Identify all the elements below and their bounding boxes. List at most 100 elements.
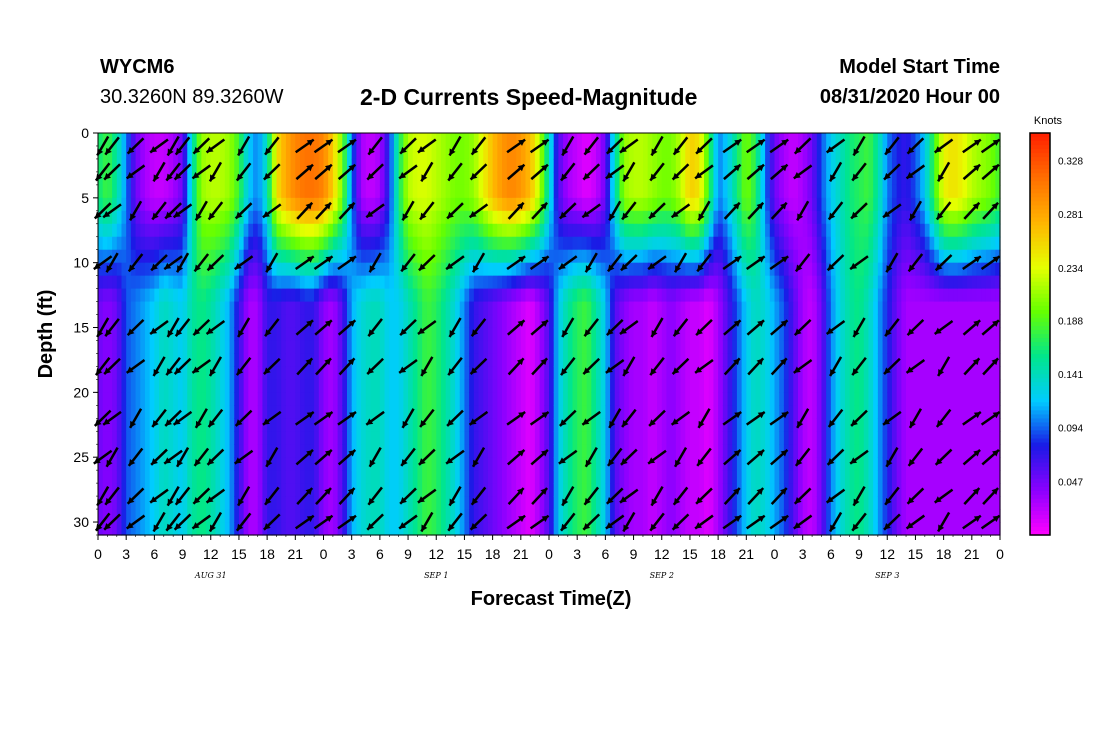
heat-cell: [647, 301, 653, 316]
heat-cell: [685, 301, 691, 316]
heat-cell: [760, 392, 766, 406]
heat-cell: [361, 133, 367, 147]
heat-cell: [182, 470, 188, 484]
heat-cell: [182, 496, 188, 510]
heat-cell: [821, 457, 827, 471]
heat-cell: [177, 236, 184, 251]
heat-cell: [459, 327, 466, 342]
heat-cell: [666, 418, 672, 432]
heat-cell: [661, 392, 668, 406]
heat-cell: [403, 223, 409, 238]
heat-cell: [332, 236, 339, 251]
heat-cell: [549, 171, 555, 186]
heat-cell: [201, 327, 207, 342]
heat-cell: [511, 392, 517, 406]
heat-cell: [628, 262, 635, 277]
heat-cell: [487, 301, 494, 316]
heat-cell: [455, 457, 461, 471]
heat-cell: [229, 509, 235, 523]
heat-cell: [201, 223, 207, 238]
heat-cell: [262, 418, 268, 432]
heat-cell: [830, 236, 837, 251]
heat-cell: [511, 444, 517, 458]
heat-cell: [779, 249, 785, 264]
heat-cell: [638, 431, 644, 445]
heat-cell: [412, 444, 419, 458]
heat-cell: [591, 275, 597, 290]
heat-cell: [516, 418, 522, 432]
heat-cell: [257, 366, 264, 380]
heat-cell: [318, 210, 325, 225]
heat-cell: [168, 223, 174, 238]
heat-cell: [802, 366, 808, 380]
heat-cell: [812, 301, 818, 316]
heat-cell: [788, 366, 794, 380]
heat-cell: [487, 405, 494, 419]
heat-cell: [370, 522, 376, 536]
heat-cell: [487, 496, 494, 510]
heat-cell: [384, 249, 390, 264]
heat-cell: [450, 249, 456, 264]
heat-cell: [788, 340, 794, 355]
heat-cell: [295, 249, 301, 264]
heat-cell: [704, 288, 710, 303]
heat-cell: [257, 509, 264, 523]
heat-cell: [544, 210, 550, 225]
heat-cell: [285, 379, 292, 393]
heat-cell: [281, 210, 287, 225]
heat-cell: [595, 314, 602, 329]
heat-cell: [549, 366, 555, 380]
heat-cell: [130, 379, 137, 393]
heat-cell: [666, 431, 672, 445]
heat-cell: [755, 418, 762, 432]
heat-cell: [765, 392, 771, 406]
heat-cell: [375, 483, 381, 497]
heat-cell: [708, 275, 715, 290]
heat-cell: [116, 133, 123, 147]
heat-cell: [356, 405, 362, 419]
heat-cell: [459, 392, 466, 406]
heat-cell: [624, 418, 630, 432]
heat-cell: [469, 353, 475, 368]
heat-cell: [642, 418, 649, 432]
heat-cell: [121, 483, 127, 497]
heat-cell: [177, 470, 184, 484]
heat-cell: [224, 431, 231, 445]
heat-cell: [102, 249, 108, 264]
heat-cell: [788, 145, 794, 160]
heat-cell: [455, 418, 461, 432]
heat-cell: [755, 457, 762, 471]
heat-cell: [440, 249, 447, 264]
heat-cell: [614, 431, 621, 445]
heat-cell: [614, 353, 621, 368]
heat-cell: [417, 158, 423, 173]
heat-cell: [478, 509, 484, 523]
heat-cell: [530, 133, 536, 147]
heat-cell: [469, 288, 475, 303]
heat-cell: [572, 522, 578, 536]
heat-cell: [234, 301, 240, 316]
heat-cell: [149, 197, 155, 212]
heat-cell: [595, 210, 602, 225]
heat-cell: [323, 392, 329, 406]
heat-cell: [835, 210, 841, 225]
heat-cell: [464, 483, 470, 497]
heat-cell: [436, 444, 442, 458]
heat-cell: [210, 431, 217, 445]
heat-cell: [835, 340, 841, 355]
heat-cell: [713, 340, 719, 355]
heat-cell: [821, 483, 827, 497]
heat-cell: [177, 431, 184, 445]
heat-cell: [497, 158, 503, 173]
heat-cell: [346, 275, 353, 290]
heat-cell: [478, 184, 484, 199]
heat-cell: [722, 301, 729, 316]
heat-cell: [633, 327, 639, 342]
heat-cell: [473, 314, 480, 329]
heat-cell: [549, 288, 555, 303]
heat-cell: [375, 171, 381, 186]
heat-cell: [642, 236, 649, 251]
heat-cell: [830, 431, 837, 445]
heat-cell: [403, 249, 409, 264]
heat-cell: [539, 327, 545, 342]
